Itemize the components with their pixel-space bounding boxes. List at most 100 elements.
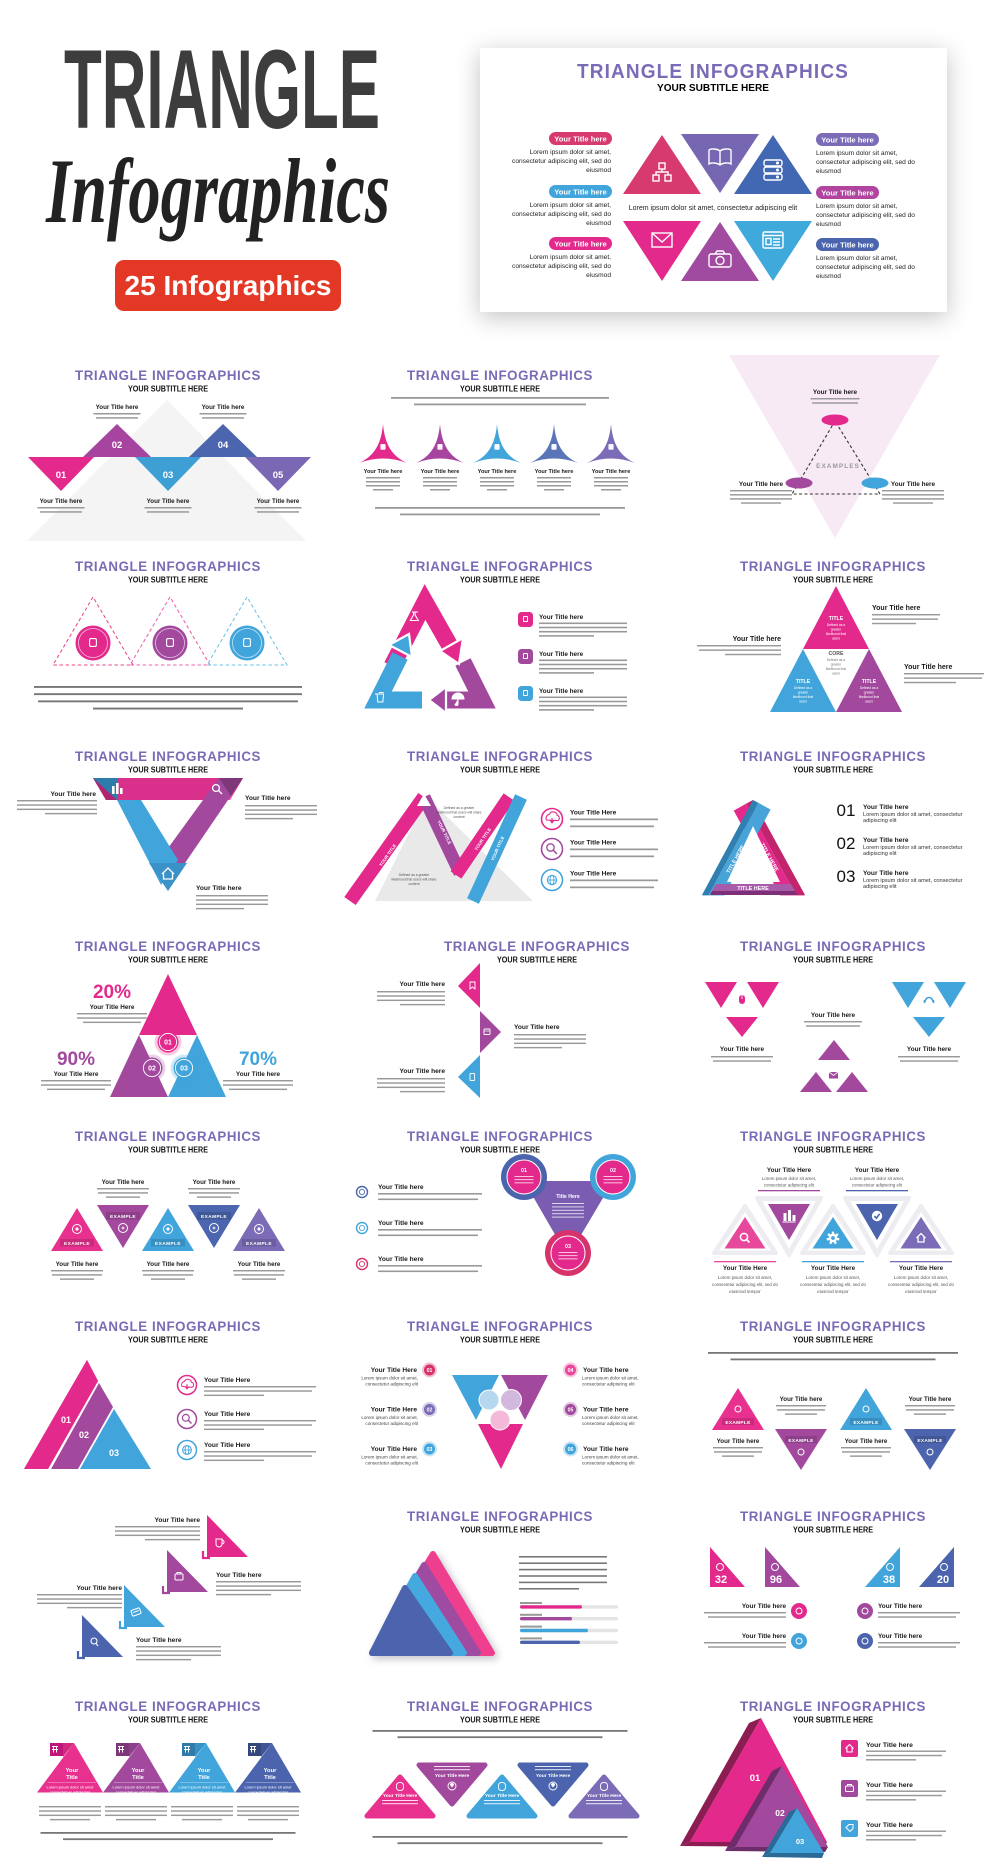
svg-text:03: 03: [163, 470, 174, 481]
svg-text:consectetur adipiscing elit, s: consectetur adipiscing elit, sed do: [512, 158, 611, 165]
svg-text:Your Title Here: Your Title Here: [90, 1004, 135, 1011]
svg-text:likelihood that users will sha: likelihood that users will share: [391, 878, 436, 882]
svg-text:Your Title here: Your Title here: [136, 1637, 182, 1644]
svg-text:Defined as a: Defined as a: [794, 686, 813, 690]
svg-text:Your Title Here: Your Title Here: [811, 1265, 856, 1272]
svg-text:eiusmod: eiusmod: [816, 273, 841, 280]
svg-text:eiusmod: eiusmod: [586, 272, 611, 279]
svg-text:consectetuer adipiscing: consectetuer adipiscing: [116, 1790, 157, 1795]
svg-text:likelihood that users will sha: likelihood that users will share: [436, 811, 481, 815]
svg-text:Lorem ipsum dolor sit amet, co: Lorem ipsum dolor sit amet, consectetur: [863, 845, 963, 851]
svg-text:consectetur adipiscing elit, s: consectetur adipiscing elit, sed do: [816, 264, 915, 271]
svg-text:01: 01: [750, 1773, 761, 1784]
svg-text:consectetur adipiscing elit, s: consectetur adipiscing elit, sed do: [888, 1282, 954, 1287]
svg-text:consectetur adipiscing elit, s: consectetur adipiscing elit, sed do: [816, 159, 915, 166]
svg-text:02: 02: [837, 834, 856, 853]
svg-text:Your Title here: Your Title here: [583, 1407, 629, 1414]
svg-text:Lorem ipsum dolor sit amet,: Lorem ipsum dolor sit amet,: [582, 1376, 639, 1381]
svg-text:70%: 70%: [239, 1049, 277, 1070]
svg-text:consectetur adipiscing elit, s: consectetur adipiscing elit, sed do: [712, 1282, 778, 1287]
svg-text:Title: Title: [264, 1775, 277, 1781]
svg-text:consectetuer adipiscing: consectetuer adipiscing: [50, 1790, 91, 1795]
svg-text:Lorem ipsum dolor sit amet,: Lorem ipsum dolor sit amet,: [582, 1415, 639, 1420]
svg-text:consectetur adipiscing elit: consectetur adipiscing elit: [365, 1421, 418, 1426]
svg-text:20: 20: [937, 1574, 949, 1586]
svg-text:Defined as a: Defined as a: [860, 686, 879, 690]
svg-text:Your Title here: Your Title here: [891, 481, 936, 488]
svg-text:consectetur adipiscing elit, s: consectetur adipiscing elit, sed do: [800, 1282, 866, 1287]
svg-text:Infographics: Infographics: [45, 140, 390, 242]
svg-text:Your Title here: Your Title here: [813, 389, 858, 396]
svg-text:Your Title here: Your Title here: [96, 404, 139, 411]
svg-text:Lorem ipsum dolor sit amet,: Lorem ipsum dolor sit amet,: [894, 1275, 948, 1280]
svg-text:Your Title here: Your Title here: [421, 469, 460, 475]
svg-text:Your Title here: Your Title here: [821, 241, 873, 250]
svg-text:Lorem ipsum dolor sit amet,: Lorem ipsum dolor sit amet,: [816, 203, 898, 210]
svg-text:Defined as a: Defined as a: [827, 623, 846, 627]
svg-text:06: 06: [568, 1447, 574, 1453]
svg-text:consectetur adipiscing elit, s: consectetur adipiscing elit, sed do: [512, 263, 611, 270]
svg-text:eiusmod tempor: eiusmod tempor: [817, 1289, 849, 1294]
svg-text:Your Title Here: Your Title Here: [723, 1265, 768, 1272]
svg-text:Lorem ipsum dolor sit amet,: Lorem ipsum dolor sit amet,: [361, 1455, 418, 1460]
svg-text:Your Title here: Your Title here: [811, 1012, 856, 1019]
svg-text:EXAMPLES: EXAMPLES: [816, 463, 860, 470]
svg-text:Your Title here: Your Title here: [40, 498, 83, 505]
svg-text:Your Title here: Your Title here: [909, 1396, 952, 1403]
svg-text:01: 01: [56, 470, 67, 481]
svg-text:01: 01: [837, 801, 856, 820]
svg-text:eiusmod: eiusmod: [816, 221, 841, 228]
svg-text:Your Title here: Your Title here: [539, 614, 584, 621]
svg-text:Lorem ipsum dolor sit amet,: Lorem ipsum dolor sit amet,: [718, 1275, 772, 1280]
svg-text:Defined as a greater: Defined as a greater: [444, 806, 476, 810]
svg-text:Your Title here: Your Title here: [904, 664, 952, 671]
svg-text:Defined as a greater: Defined as a greater: [399, 873, 431, 877]
svg-text:Your Title here: Your Title here: [907, 1046, 952, 1053]
svg-text:users: users: [799, 700, 807, 704]
svg-text:eiusmod tempor: eiusmod tempor: [905, 1289, 937, 1294]
svg-text:adipiscing elit: adipiscing elit: [863, 818, 897, 824]
svg-text:Your Title here: Your Title here: [863, 837, 909, 844]
svg-text:greater: greater: [831, 663, 842, 667]
svg-text:25 Infographics: 25 Infographics: [125, 270, 332, 301]
svg-text:TITLE: TITLE: [796, 679, 811, 685]
svg-text:Your Title here: Your Title here: [257, 498, 300, 505]
svg-text:TRIANGLE INFOGRAPHICS: TRIANGLE INFOGRAPHICS: [577, 61, 849, 83]
svg-text:Title: Title: [198, 1775, 211, 1781]
svg-text:eiusmod tempor: eiusmod tempor: [729, 1289, 761, 1294]
svg-text:Your Title here: Your Title here: [720, 1046, 765, 1053]
svg-text:likelihood that: likelihood that: [793, 695, 813, 699]
svg-text:Your Title here: Your Title here: [554, 188, 606, 197]
svg-text:EXAMPLE: EXAMPLE: [155, 1241, 181, 1247]
svg-text:users: users: [865, 700, 873, 704]
svg-text:Your: Your: [66, 1768, 80, 1774]
svg-text:Your Title here: Your Title here: [821, 189, 873, 198]
svg-text:Your Title here: Your Title here: [238, 1261, 281, 1268]
svg-text:Lorem ipsum dolor sit amet,: Lorem ipsum dolor sit amet,: [361, 1376, 418, 1381]
svg-text:Your Title here: Your Title here: [733, 636, 781, 643]
svg-text:likelihood that: likelihood that: [859, 695, 879, 699]
svg-text:EXAMPLE: EXAMPLE: [725, 1420, 751, 1426]
svg-text:Lorem ipsum dolor sit amet, co: Lorem ipsum dolor sit amet, consectetur …: [629, 205, 798, 212]
svg-text:Your Title here: Your Title here: [399, 1068, 445, 1075]
svg-text:90%: 90%: [57, 1049, 95, 1070]
svg-text:consectetur adipiscing elit, s: consectetur adipiscing elit, sed do: [512, 211, 611, 218]
svg-text:Your Title Here: Your Title Here: [855, 1167, 900, 1174]
svg-text:Lorem ipsum dolor sit amet,: Lorem ipsum dolor sit amet,: [361, 1415, 418, 1420]
svg-text:TITLE: TITLE: [829, 616, 844, 622]
svg-text:consectetur adipiscing elit: consectetur adipiscing elit: [582, 1461, 635, 1466]
svg-text:04: 04: [568, 1368, 574, 1374]
svg-text:05: 05: [273, 470, 284, 481]
svg-text:Your Title here: Your Title here: [866, 1822, 913, 1829]
svg-text:Your Title here: Your Title here: [592, 469, 631, 475]
svg-text:Your Title here: Your Title here: [193, 1179, 236, 1186]
svg-text:likelihood that: likelihood that: [826, 667, 846, 671]
svg-text:EXAMPLE: EXAMPLE: [246, 1241, 272, 1247]
svg-text:Your Title here: Your Title here: [539, 688, 584, 695]
svg-text:consectetur adipiscing elit: consectetur adipiscing elit: [764, 1183, 815, 1188]
svg-text:Your Title Here: Your Title Here: [899, 1265, 944, 1272]
svg-text:Title Here: Title Here: [556, 1194, 580, 1200]
svg-text:Your Title Here: Your Title Here: [371, 1446, 418, 1453]
svg-text:Your Title here: Your Title here: [863, 870, 909, 877]
svg-text:Your Title Here: Your Title Here: [570, 840, 617, 847]
